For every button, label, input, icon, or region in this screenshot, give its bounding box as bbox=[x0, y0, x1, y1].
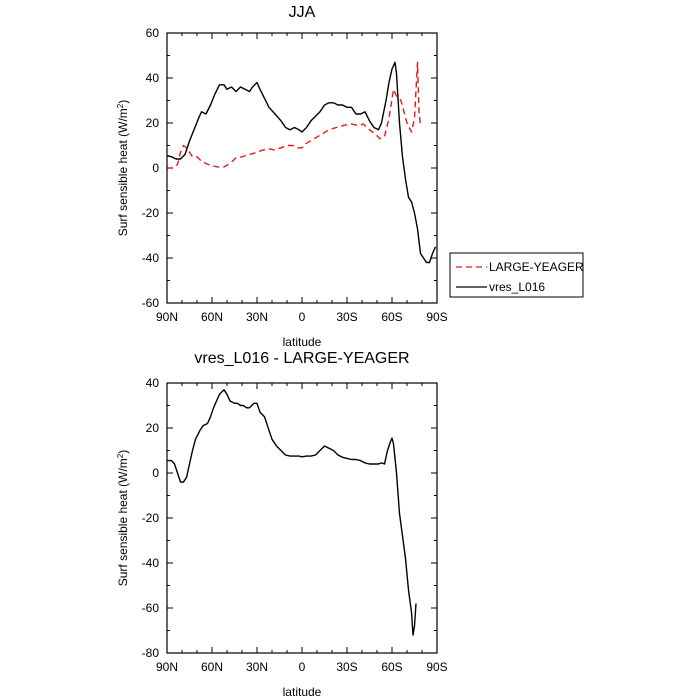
top-chart-legend: LARGE-YEAGER vres_L016 bbox=[449, 252, 584, 298]
bottom-y-tick-label-5: 20 bbox=[146, 421, 160, 435]
top-chart-ticks: 90N 60N 30N 0 30S 60S 90S -60 -40 -20 0 20 40 60 bbox=[142, 26, 448, 324]
bottom-y-tick-label-4: 0 bbox=[152, 466, 159, 480]
legend-label-vres-l016: vres_L016 bbox=[489, 280, 545, 294]
legend-label-large-yeager: LARGE-YEAGER bbox=[489, 260, 584, 274]
bottom-chart-ylabel-main: Surf sensible heat (W/m bbox=[116, 458, 130, 586]
bottom-x-tick-label-5: 60S bbox=[381, 660, 402, 674]
bottom-x-tick-label-6: 90S bbox=[426, 660, 447, 674]
top-chart-xlabel: latitude bbox=[283, 335, 322, 349]
bottom-y-tick-label-6: 40 bbox=[146, 376, 160, 390]
bottom-chart-title: vres_L016 - LARGE-YEAGER bbox=[194, 350, 409, 367]
bottom-x-tick-label-3: 0 bbox=[299, 660, 306, 674]
bottom-x-tick-label-4: 30S bbox=[336, 660, 357, 674]
top-chart-ylabel: Surf sensible heat (W/m2) bbox=[116, 100, 131, 237]
top-y-tick-label-2: -20 bbox=[142, 206, 160, 220]
bottom-chart-ylabel-end: ) bbox=[116, 450, 130, 454]
bottom-x-tick-label-0: 90N bbox=[156, 660, 178, 674]
bottom-chart-ylabel-sup: 2 bbox=[116, 453, 125, 458]
top-y-tick-label-3: 0 bbox=[152, 161, 159, 175]
top-x-tick-label-2: 30N bbox=[246, 310, 268, 324]
top-x-tick-label-4: 30S bbox=[336, 310, 357, 324]
top-chart-title: JJA bbox=[289, 4, 316, 21]
top-chart-ylabel-main: Surf sensible heat (W/m bbox=[116, 108, 130, 236]
top-x-tick-label-1: 60N bbox=[201, 310, 223, 324]
top-y-tick-label-6: 60 bbox=[146, 26, 160, 40]
bottom-chart-xlabel: latitude bbox=[283, 685, 322, 699]
bottom-chart-ylabel: Surf sensible heat (W/m2) bbox=[116, 450, 131, 587]
top-chart: JJA 90N 60N 30N 0 30S 60S 90S-60-40-200204060 … bbox=[116, 4, 585, 349]
bottom-chart-frame bbox=[166, 382, 438, 654]
top-series-line-large-yeager bbox=[167, 61, 422, 169]
bottom-y-tick-label-0: -80 bbox=[142, 646, 160, 660]
bottom-series-line-difference bbox=[167, 389, 417, 636]
top-series-line-vres-l016 bbox=[166, 61, 437, 264]
bottom-chart-ticks: 90N 60N 30N 0 30S 60S 90S -80 -60 -40 -20 0 20 40 bbox=[142, 376, 448, 674]
top-x-tick-label-0: 90N bbox=[156, 310, 178, 324]
top-y-tick-label-4: 20 bbox=[146, 116, 160, 130]
top-y-tick-label-0: -60 bbox=[142, 296, 160, 310]
bottom-chart-plot-area bbox=[167, 389, 417, 636]
top-y-tick-label-5: 40 bbox=[146, 71, 160, 85]
bottom-y-tick-label-3: -20 bbox=[142, 511, 160, 525]
bottom-y-tick-label-2: -40 bbox=[142, 556, 160, 570]
bottom-chart: vres_L016 - LARGE-YEAGER 90N 60N 30N 0 30S 60… bbox=[116, 350, 448, 699]
top-chart-frame bbox=[166, 32, 438, 304]
top-x-tick-label-3: 0 bbox=[299, 310, 306, 324]
top-chart-ylabel-end: ) bbox=[116, 100, 130, 104]
top-x-tick-label-5: 60S bbox=[381, 310, 402, 324]
bottom-y-tick-label-1: -60 bbox=[142, 601, 160, 615]
top-chart-plot-area bbox=[166, 61, 437, 264]
bottom-x-tick-label-1: 60N bbox=[201, 660, 223, 674]
top-y-tick-label-1: -40 bbox=[142, 251, 160, 265]
legend-box bbox=[449, 252, 584, 298]
bottom-x-tick-label-2: 30N bbox=[246, 660, 268, 674]
top-x-tick-label-6: 90S bbox=[426, 310, 447, 324]
top-chart-ylabel-sup: 2 bbox=[116, 103, 125, 108]
